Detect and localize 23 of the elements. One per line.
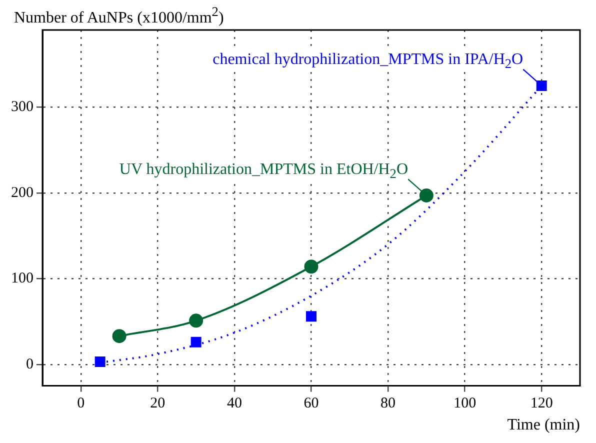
series-label: UV hydrophilization_MPTMS in EtOH/H$_{2}$O xyxy=(119,160,408,182)
x-tick-label: 20 xyxy=(150,396,166,412)
point xyxy=(304,260,318,274)
x-tick-label: 60 xyxy=(304,396,319,412)
x-axis-title: Time (min) xyxy=(507,416,580,434)
point xyxy=(536,80,547,91)
point xyxy=(419,188,434,202)
y-axis-title: Number of AuNPs (x1000/mm$^{2}$) xyxy=(14,4,224,28)
point xyxy=(189,314,204,328)
y-tick-label: 100 xyxy=(11,270,34,287)
point xyxy=(94,356,106,368)
y-tick-label: 200 xyxy=(11,184,34,201)
point xyxy=(112,329,126,344)
y-tick-label: 0 xyxy=(26,356,34,372)
x-tick-label: 120 xyxy=(530,396,553,412)
x-tick-label: 40 xyxy=(226,396,242,412)
point xyxy=(306,311,316,322)
x-tick-label: 100 xyxy=(454,396,476,412)
series-label: chemical hydrophilization_MPTMS in IPA/H$_{2}$O xyxy=(212,51,524,72)
x-tick-label: 0 xyxy=(77,396,85,412)
x-tick-label: 80 xyxy=(380,396,396,412)
point xyxy=(190,336,202,348)
y-tick-label: 300 xyxy=(11,99,34,116)
